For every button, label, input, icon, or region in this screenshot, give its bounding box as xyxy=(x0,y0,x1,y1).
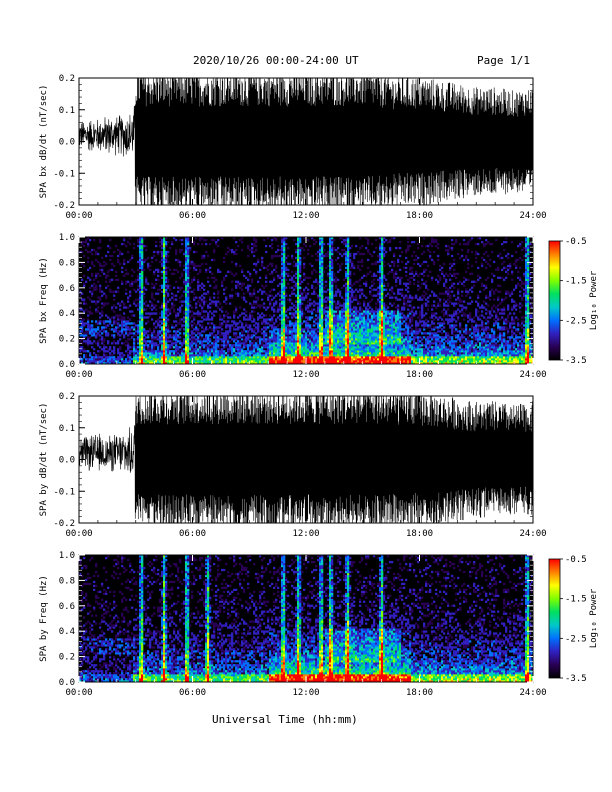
y-tick-label: 0.0 xyxy=(59,360,75,370)
colorbar-tick-label: -2.5 xyxy=(565,634,587,644)
y-tick-label: 1.0 xyxy=(59,233,75,243)
spectrogram-cells xyxy=(79,237,533,364)
y-tick-label: 0.8 xyxy=(59,576,75,586)
x-tick-label: 12:00 xyxy=(292,688,319,698)
y-axis-label: SPA bx dB/dt (nT/sec) xyxy=(39,85,49,199)
x-tick-label: 06:00 xyxy=(179,211,206,221)
y-tick-label: 0.2 xyxy=(59,653,75,663)
y-tick-label: 0.2 xyxy=(59,335,75,345)
y-tick-label: 0.4 xyxy=(59,627,75,637)
x-tick-label: 18:00 xyxy=(406,529,433,539)
y-axis-label: SPA by Freq (Hz) xyxy=(39,575,49,662)
x-tick-label: 24:00 xyxy=(519,211,546,221)
x-tick-label: 12:00 xyxy=(292,211,319,221)
x-tick-label: 12:00 xyxy=(292,370,319,380)
x-tick-label: 06:00 xyxy=(179,688,206,698)
x-tick-label: 18:00 xyxy=(406,211,433,221)
colorbar-tick-label: -0.5 xyxy=(565,555,587,565)
colorbar-tick-label: -1.5 xyxy=(565,595,587,605)
y-axis-label: SPA bx Freq (Hz) xyxy=(39,257,49,344)
y-tick-label: -0.2 xyxy=(53,519,75,529)
y-axis-label: SPA by dB/dt (nT/sec) xyxy=(39,403,49,517)
x-tick-label: 24:00 xyxy=(519,688,546,698)
x-tick-label: 00:00 xyxy=(65,529,92,539)
panel-by-waveform: 00:00 06:00 12:00 18:00 24:00 -0.2 -0.1 0.0 0.1 0… xyxy=(39,392,547,539)
x-tick-label: 24:00 xyxy=(519,370,546,380)
colorbar-gradient xyxy=(548,558,561,679)
y-tick-label: 0.2 xyxy=(59,74,75,84)
waveform-line xyxy=(79,78,533,205)
panel-by-spectrogram: 00:00 06:00 12:00 18:00 24:00 0.0 0.2 0.4 0.6 0.8… xyxy=(39,551,599,698)
x-tick-label: 18:00 xyxy=(406,688,433,698)
y-tick-label: -0.1 xyxy=(53,169,75,179)
chart-title: 2020/10/26 00:00-24:00 UT xyxy=(193,54,359,67)
panel-bx-waveform: 00:00 06:00 12:00 18:00 24:00 -0.2 -0.1 0.0 0.1 0… xyxy=(39,74,547,221)
page-indicator: Page 1/1 xyxy=(477,54,530,67)
y-tick-label: -0.1 xyxy=(53,487,75,497)
waveform-trace xyxy=(79,78,533,205)
y-tick-label: 0.2 xyxy=(59,392,75,402)
colorbar-label: Log₁₀ Power xyxy=(589,270,599,330)
colorbar-tick-label: -3.5 xyxy=(565,674,587,684)
y-tick-label: 0.0 xyxy=(59,456,75,466)
colorbar-tick-label: -1.5 xyxy=(565,277,587,287)
x-tick-label: 12:00 xyxy=(292,529,319,539)
colorbar-label: Log₁₀ Power xyxy=(589,588,599,648)
x-axis-label: Universal Time (hh:mm) xyxy=(212,713,358,726)
x-tick-label: 06:00 xyxy=(179,529,206,539)
x-tick-label: 18:00 xyxy=(406,370,433,380)
colorbar-tick-label: -3.5 xyxy=(565,356,587,366)
x-tick-label: 00:00 xyxy=(65,211,92,221)
waveform-trace xyxy=(79,396,533,523)
x-tick-label: 00:00 xyxy=(65,370,92,380)
spectrogram-cells xyxy=(79,555,533,682)
colorbar-tick-label: -0.5 xyxy=(565,237,587,247)
y-tick-label: 0.0 xyxy=(59,138,75,148)
waveform-line xyxy=(79,396,533,523)
y-tick-label: 0.0 xyxy=(59,678,75,688)
y-tick-label: -0.2 xyxy=(53,201,75,211)
y-tick-label: 0.6 xyxy=(59,284,75,294)
y-tick-label: 0.6 xyxy=(59,602,75,612)
x-tick-label: 06:00 xyxy=(179,370,206,380)
y-tick-label: 0.8 xyxy=(59,258,75,268)
y-tick-label: 0.1 xyxy=(59,106,75,116)
x-tick-label: 00:00 xyxy=(65,688,92,698)
panel-bx-spectrogram: 00:00 06:00 12:00 18:00 24:00 0.0 0.2 0.4 0.6 0.8… xyxy=(39,233,599,380)
y-tick-label: 0.1 xyxy=(59,424,75,434)
x-tick-label: 24:00 xyxy=(519,529,546,539)
colorbar: -0.5 -1.5 -2.5 -3.5 Log₁₀ Power xyxy=(548,555,599,684)
y-tick-label: 1.0 xyxy=(59,551,75,561)
colorbar-tick-label: -2.5 xyxy=(565,316,587,326)
colorbar-gradient xyxy=(548,240,561,361)
y-tick-label: 0.4 xyxy=(59,309,75,319)
colorbar: -0.5 -1.5 -2.5 -3.5 Log₁₀ Power xyxy=(548,237,599,366)
